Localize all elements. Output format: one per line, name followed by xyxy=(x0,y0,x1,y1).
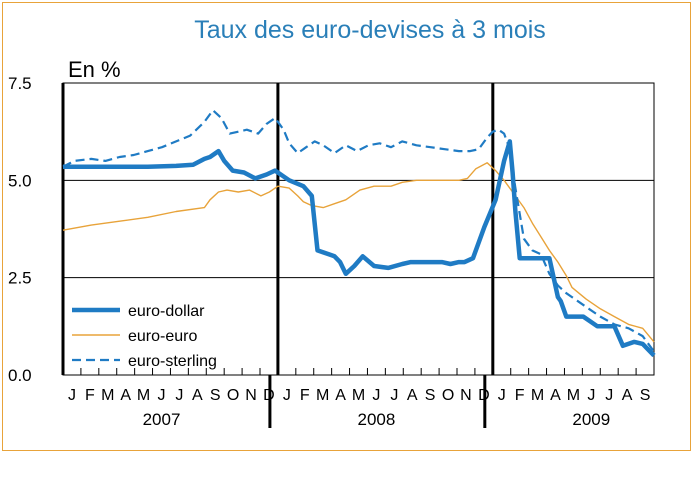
x-tick-label: N xyxy=(245,387,257,404)
x-tick-label: D xyxy=(478,387,490,404)
x-tick-label: A xyxy=(120,387,131,404)
x-tick-label: M xyxy=(352,387,365,404)
year-label: 2009 xyxy=(572,410,610,429)
x-tick-label: F xyxy=(515,387,525,404)
legend-label-euro-sterling: euro-sterling xyxy=(128,353,217,370)
y-tick-label: 5.0 xyxy=(8,171,32,190)
x-tick-label: M xyxy=(567,387,580,404)
x-tick-label: M xyxy=(531,387,544,404)
x-tick-label: S xyxy=(640,387,651,404)
x-tick-label: J xyxy=(605,387,613,404)
x-tick-label: J xyxy=(587,387,595,404)
x-tick-label: J xyxy=(68,387,76,404)
x-tick-label: J xyxy=(390,387,398,404)
x-tick-label: J xyxy=(498,387,506,404)
x-tick-label: D xyxy=(263,387,275,404)
x-tick-label: N xyxy=(460,387,472,404)
x-tick-label: M xyxy=(316,387,329,404)
x-tick-label: O xyxy=(227,387,239,404)
x-tick-label: J xyxy=(283,387,291,404)
x-tick-label: S xyxy=(210,387,221,404)
x-tick-label: M xyxy=(137,387,150,404)
chart-title: Taux des euro-devises à 3 mois xyxy=(194,16,546,44)
x-tick-label: A xyxy=(335,387,346,404)
x-tick-label: O xyxy=(442,387,454,404)
x-tick-label: A xyxy=(622,387,633,404)
legend: euro-dollar euro-euro euro-sterling xyxy=(72,303,217,370)
x-tick-label: J xyxy=(372,387,380,404)
chart-frame xyxy=(2,2,691,451)
x-tick-label: A xyxy=(407,387,418,404)
x-tick-label: J xyxy=(175,387,183,404)
x-tick-label: F xyxy=(85,387,95,404)
series-line-euro-euro xyxy=(62,162,655,343)
y-tick-label: 7.5 xyxy=(8,74,32,93)
year-label: 2008 xyxy=(357,410,395,429)
x-tick-label: M xyxy=(101,387,114,404)
series-line-euro-dollar xyxy=(63,139,656,358)
x-tick-label: A xyxy=(192,387,203,404)
legend-label-euro-euro: euro-euro xyxy=(128,328,197,345)
y-tick-label: 2.5 xyxy=(8,269,32,288)
legend-label-euro-dollar: euro-dollar xyxy=(128,303,205,320)
year-label: 2007 xyxy=(143,410,181,429)
x-tick-label: S xyxy=(425,387,436,404)
x-tick-label: F xyxy=(300,387,310,404)
y-tick-label: 0.0 xyxy=(8,366,32,385)
x-tick-label: A xyxy=(550,387,561,404)
x-tick-label: J xyxy=(158,387,166,404)
y-unit-label: En % xyxy=(68,57,121,82)
